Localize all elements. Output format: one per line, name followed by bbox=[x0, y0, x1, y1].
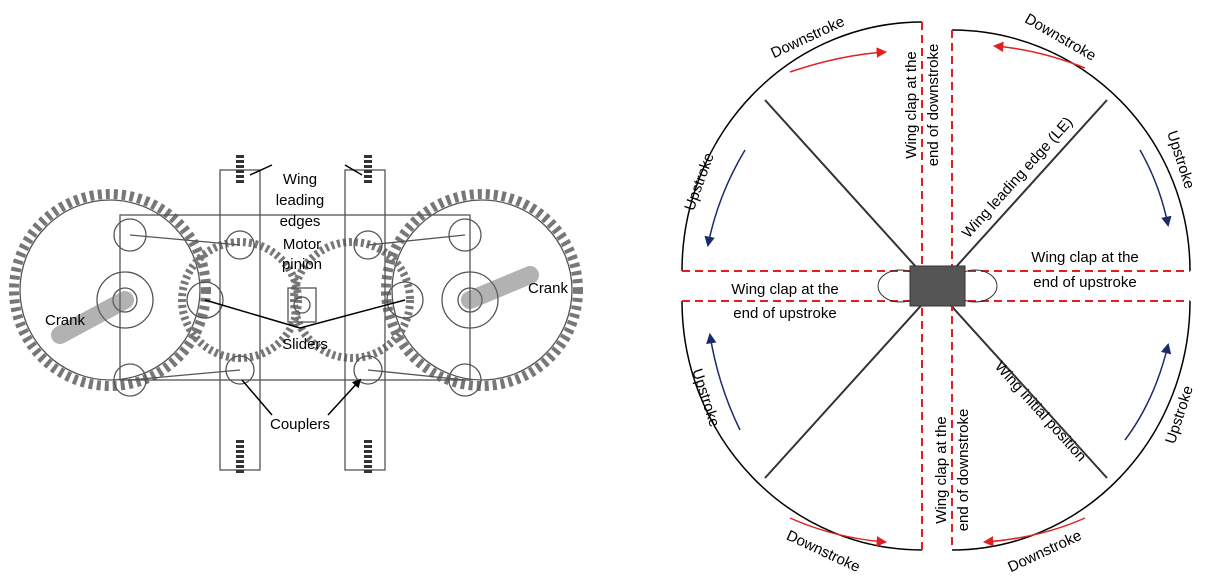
wing-label: leading bbox=[276, 192, 324, 209]
initial-position-label: Wing initial position bbox=[991, 358, 1090, 465]
upstroke-label: Upstroke bbox=[681, 151, 718, 213]
sliders-label: Sliders bbox=[282, 336, 328, 353]
robot bbox=[877, 265, 998, 307]
clap-label: Wing clap at the bbox=[933, 416, 950, 524]
clap-label: end of downstroke bbox=[925, 44, 942, 167]
downstroke-label: Downstroke bbox=[1005, 527, 1084, 576]
downstroke-label: Downstroke bbox=[784, 527, 863, 576]
clap-label: Wing clap at the bbox=[731, 281, 839, 298]
upstroke-label: Upstroke bbox=[688, 367, 723, 429]
motor-label: pinion bbox=[282, 256, 322, 273]
labels: Wing leading edges Motor pinion Crank Crank Sli… bbox=[45, 10, 1198, 576]
clap-label: end of upstroke bbox=[733, 305, 836, 322]
motor-label: Motor bbox=[283, 236, 321, 253]
upstroke-label: Upstroke bbox=[1163, 129, 1198, 191]
stroke-arrows bbox=[704, 41, 1172, 547]
wing-label: Wing bbox=[283, 171, 317, 188]
wing-label: edges bbox=[280, 213, 321, 230]
clap-label: Wing clap at the bbox=[903, 51, 920, 159]
crank-label: Crank bbox=[528, 280, 569, 297]
upstroke-label: Upstroke bbox=[1162, 384, 1197, 446]
leading-edge-label: Wing leading edge (LE) bbox=[959, 114, 1077, 242]
couplers-label: Couplers bbox=[270, 416, 330, 433]
clap-label: end of downstroke bbox=[955, 409, 972, 532]
clap-label: Wing clap at the bbox=[1031, 249, 1139, 266]
clap-label: end of upstroke bbox=[1033, 274, 1136, 291]
crank-label: Crank bbox=[45, 312, 86, 329]
mechanism bbox=[9, 155, 583, 475]
downstroke-label: Downstroke bbox=[768, 13, 847, 62]
